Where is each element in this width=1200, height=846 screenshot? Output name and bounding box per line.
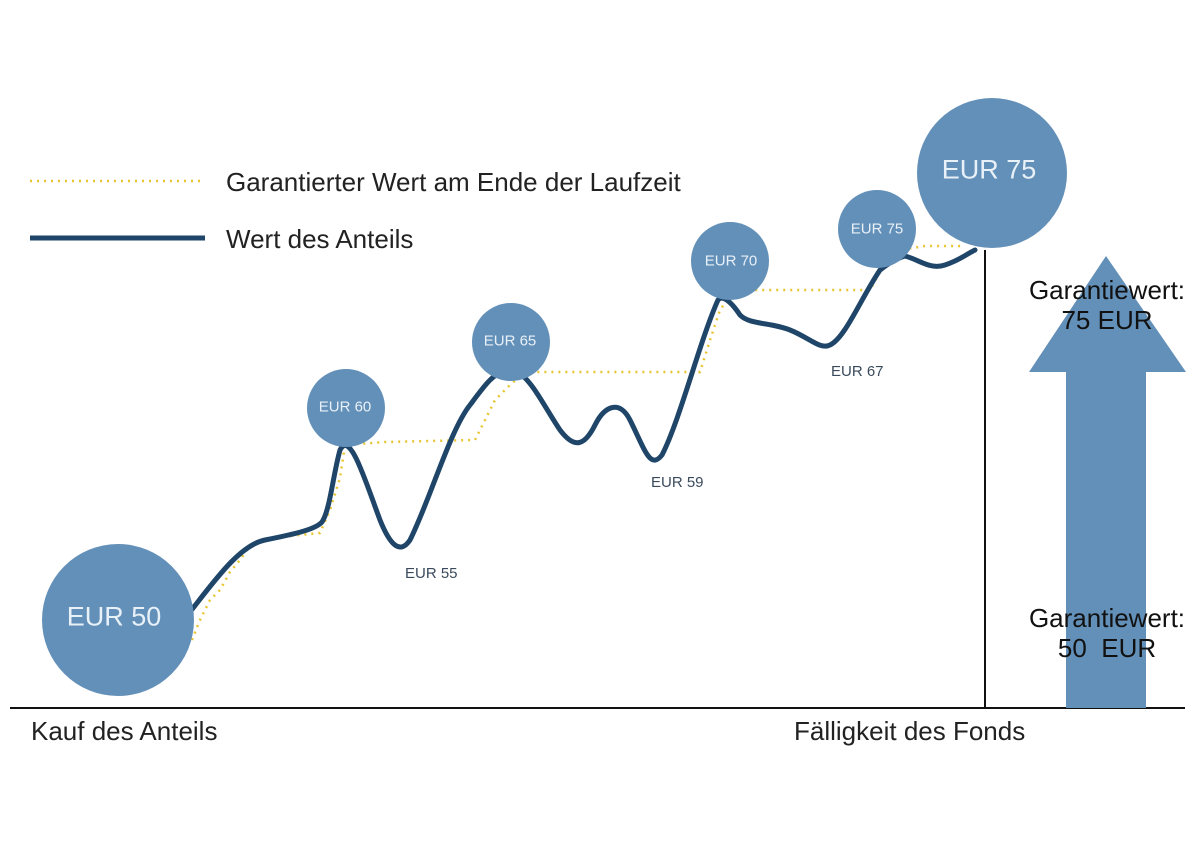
- bubble-eur-75-small: [838, 190, 916, 268]
- bubble-label-75-large: EUR 75: [941, 154, 1037, 185]
- guarantee-bottom-line1: Garantiewert:: [1028, 603, 1186, 633]
- axis-start-label: Kauf des Anteils: [31, 716, 218, 746]
- guarantee-bottom-line2: 50 EUR: [1057, 633, 1157, 663]
- low-label-59: EUR 59: [651, 474, 704, 491]
- bubble-label-75-small: EUR 75: [850, 220, 904, 238]
- guarantee-top-line2: 75 EUR: [1061, 305, 1153, 335]
- bubble-label-65: EUR 65: [483, 332, 537, 350]
- guarantee-top-label: Garantiewert: 75 EUR: [1018, 275, 1196, 335]
- bubble-eur-75-large: [917, 98, 1067, 248]
- low-label-55: EUR 55: [405, 565, 458, 582]
- bubble-label-50: EUR 50: [66, 601, 162, 632]
- guarantee-top-line1: Garantiewert:: [1028, 275, 1186, 305]
- bubble-label-70: EUR 70: [704, 252, 758, 270]
- bubble-eur-60: [307, 369, 385, 447]
- guarantee-arrow: [1029, 256, 1186, 708]
- legend-guaranteed-label: Garantierter Wert am Ende der Laufzeit: [226, 167, 681, 197]
- low-label-67: EUR 67: [831, 363, 884, 380]
- bubble-eur-70: [691, 222, 769, 300]
- legend-share-label: Wert des Anteils: [226, 224, 414, 254]
- bubble-label-60: EUR 60: [318, 398, 372, 416]
- bubble-eur-50: [42, 544, 194, 696]
- guarantee-bottom-label: Garantiewert: 50 EUR: [1018, 603, 1196, 663]
- axis-end-label: Fälligkeit des Fonds: [794, 716, 1026, 746]
- bubble-eur-65: [472, 303, 550, 381]
- share-value-line: [187, 247, 978, 615]
